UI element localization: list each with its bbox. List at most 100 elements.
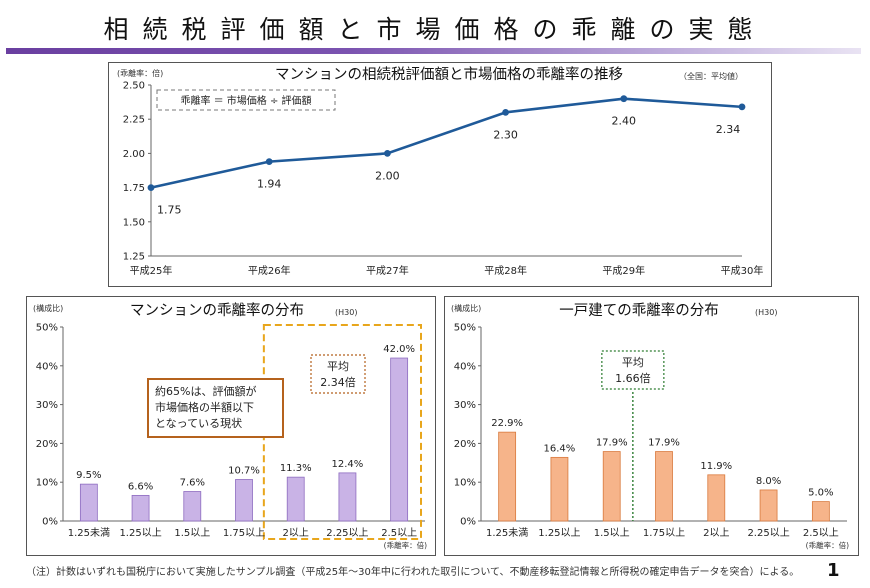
x-tick-label: 平成30年 bbox=[721, 264, 764, 277]
chart-title: マンションの乖離率の分布 bbox=[130, 301, 304, 319]
data-label: 17.9% bbox=[596, 438, 628, 449]
y-tick-label: 40% bbox=[454, 361, 476, 372]
house-distribution-panel: (構成比) 一戸建ての乖離率の分布 (H30) 50% 40% 30% 20% 10% 0% 22… bbox=[444, 296, 859, 556]
x-tick-label: 平成27年 bbox=[366, 264, 409, 277]
house-distribution-chart: (構成比) 一戸建ての乖離率の分布 (H30) 50% 40% 30% 20% 10% 0% 22… bbox=[451, 301, 849, 550]
data-label: 16.4% bbox=[544, 443, 576, 454]
line-chart: (乖離率：倍) マンションの相続税評価額と市場価格の乖離率の推移 （全国：平均値） 2… bbox=[117, 65, 764, 277]
x-tick-label: 1.5以上 bbox=[594, 527, 630, 539]
x-tick-label: 2.5以上 bbox=[803, 527, 839, 539]
data-point bbox=[502, 108, 509, 116]
line-chart-panel: (乖離率：倍) マンションの相続税評価額と市場価格の乖離率の推移 （全国：平均値） 2… bbox=[108, 62, 772, 287]
series-line bbox=[150, 97, 743, 189]
callout-text: となっている現状 bbox=[155, 416, 242, 430]
data-label: 11.9% bbox=[700, 461, 732, 472]
y-tick-label: 0% bbox=[42, 517, 58, 528]
y-tick-label: 10% bbox=[454, 478, 476, 489]
y-axis-label: (構成比) bbox=[33, 303, 63, 313]
data-label: 2.00 bbox=[375, 169, 400, 182]
data-point bbox=[738, 103, 746, 111]
average-value: 1.66倍 bbox=[615, 371, 651, 385]
callout-text: 約65%は、評価額が bbox=[155, 384, 256, 398]
callout-text: 市場価格の半額以下 bbox=[155, 400, 254, 414]
data-point bbox=[147, 184, 155, 191]
data-point bbox=[265, 158, 273, 166]
y-tick-label: 40% bbox=[36, 361, 58, 372]
data-label: 12.4% bbox=[332, 459, 364, 470]
y-axis-label: (乖離率：倍) bbox=[117, 68, 163, 78]
condo-distribution-chart: (構成比) マンションの乖離率の分布 (H30) 50% 40% 30% 20% 10% 0% 9… bbox=[33, 301, 427, 550]
formula-box bbox=[156, 89, 336, 111]
data-point bbox=[620, 95, 628, 103]
x-tick-label: 平成25年 bbox=[130, 264, 173, 277]
data-label: 10.7% bbox=[228, 465, 260, 476]
y-tick-label: 50% bbox=[36, 323, 58, 334]
y-tick-label: 20% bbox=[36, 439, 58, 450]
data-label: 9.5% bbox=[76, 470, 101, 481]
x-tick-label: 平成26年 bbox=[248, 264, 291, 277]
average-box bbox=[601, 350, 665, 390]
average-box bbox=[310, 354, 366, 394]
data-point bbox=[384, 150, 391, 157]
average-label: 平均 bbox=[327, 360, 349, 373]
bar bbox=[131, 494, 150, 522]
bar bbox=[550, 456, 569, 522]
bar bbox=[498, 431, 517, 522]
y-tick-label: 1.25 bbox=[123, 252, 145, 263]
x-tick-label: 2.5以上 bbox=[381, 527, 417, 539]
x-axis-unit: (乖離率：倍) bbox=[384, 540, 427, 550]
y-tick-label: 2.50 bbox=[123, 81, 145, 92]
data-label: 2.30 bbox=[493, 128, 517, 141]
y-axis-label: (構成比) bbox=[451, 303, 481, 313]
bar bbox=[811, 501, 830, 522]
x-tick-label: 1.25以上 bbox=[538, 527, 580, 539]
data-label: 11.3% bbox=[280, 463, 312, 474]
bar bbox=[183, 491, 202, 522]
x-tick-label: 平成28年 bbox=[484, 264, 527, 277]
data-label: 22.9% bbox=[491, 418, 523, 429]
chart-subtitle: （全国：平均値） bbox=[679, 71, 743, 81]
data-label: 7.6% bbox=[180, 478, 205, 489]
x-tick-label: 1.75以上 bbox=[223, 527, 265, 539]
x-axis-unit: (乖離率：倍) bbox=[806, 540, 849, 550]
bar bbox=[286, 476, 305, 522]
data-label: 42.0% bbox=[383, 344, 415, 355]
bar bbox=[79, 483, 98, 522]
x-tick-label: 1.25以上 bbox=[119, 527, 161, 539]
formula-text: 乖離率 ＝ 市場価格 ÷ 評価額 bbox=[180, 94, 311, 107]
condo-distribution-panel: (構成比) マンションの乖離率の分布 (H30) 50% 40% 30% 20% 10% 0% 9… bbox=[26, 296, 436, 556]
page-title: 相続税評価額と市場価格の乖離の実態 bbox=[103, 15, 767, 44]
x-tick-label: 2.25以上 bbox=[326, 527, 368, 539]
bar bbox=[655, 451, 673, 522]
chart-title: マンションの相続税評価額と市場価格の乖離率の推移 bbox=[275, 65, 623, 83]
chart-subtitle: (H30) bbox=[755, 308, 777, 317]
data-label: 1.94 bbox=[257, 178, 282, 191]
data-label: 17.9% bbox=[648, 438, 680, 449]
bar bbox=[759, 489, 778, 522]
data-label: 6.6% bbox=[128, 481, 153, 492]
average-value: 2.34倍 bbox=[320, 375, 356, 389]
y-tick-label: 1.75 bbox=[123, 183, 145, 194]
x-tick-label: 2以上 bbox=[283, 527, 309, 539]
x-tick-label: 1.25未満 bbox=[68, 527, 110, 539]
x-tick-label: 2.25以上 bbox=[747, 527, 789, 539]
y-tick-label: 1.50 bbox=[123, 217, 145, 228]
chart-subtitle: (H30) bbox=[335, 308, 357, 317]
bar bbox=[390, 357, 409, 522]
highlight-dashed-box bbox=[262, 324, 422, 540]
average-label: 平均 bbox=[622, 356, 644, 369]
page-number: 1 bbox=[827, 560, 840, 581]
x-tick-label: 1.5以上 bbox=[174, 527, 210, 539]
data-label: 1.75 bbox=[157, 204, 182, 217]
y-tick-label: 0% bbox=[460, 517, 476, 528]
y-tick-label: 10% bbox=[36, 478, 58, 489]
y-tick-label: 50% bbox=[454, 323, 476, 334]
y-tick-label: 30% bbox=[454, 400, 476, 411]
title-underline-bar bbox=[6, 48, 861, 54]
y-tick-label: 2.25 bbox=[123, 115, 145, 126]
x-tick-label: 平成29年 bbox=[602, 264, 645, 277]
data-label: 5.0% bbox=[808, 488, 833, 499]
x-tick-label: 1.25未満 bbox=[486, 527, 528, 539]
bar bbox=[602, 451, 621, 522]
data-label: 8.0% bbox=[756, 476, 781, 487]
